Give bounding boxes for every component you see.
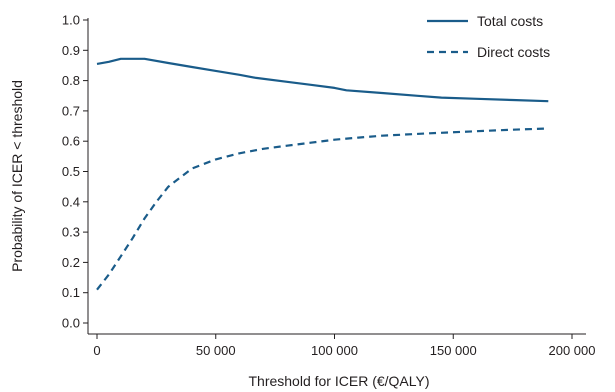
y-tick-label: 0.5 (62, 164, 80, 179)
y-tick-label: 0.9 (62, 43, 80, 58)
y-tick-label: 0.7 (62, 103, 80, 118)
ticks: 0.0 0.1 0.2 0.3 0.4 0.5 0.6 0.7 0.8 0.9 1.0 0 50 000… (62, 13, 596, 359)
x-tick-label: 150 000 (430, 343, 477, 358)
y-tick-label: 0.3 (62, 225, 80, 240)
legend-label-0: Total costs (477, 13, 543, 29)
y-tick-label: 0.6 (62, 134, 80, 149)
y-axis-title: Probability of ICER < threshold (9, 80, 25, 272)
y-tick-label: 1.0 (62, 13, 80, 28)
x-tick-label: 0 (93, 343, 100, 358)
y-tick-label: 0.2 (62, 255, 80, 270)
series-line-1 (96, 127, 549, 291)
legend-label-1: Direct costs (477, 44, 550, 60)
legend: Total costs Direct costs (427, 13, 550, 60)
y-tick-label: 0.0 (62, 316, 80, 331)
x-tick-label: 50 000 (196, 343, 236, 358)
x-tick-label: 200 000 (549, 343, 596, 358)
axes (87, 18, 586, 335)
x-axis-title: Threshold for ICER (€/QALY) (248, 373, 429, 389)
x-tick-label: 100 000 (311, 343, 358, 358)
series-line-0 (96, 57, 549, 103)
y-tick-label: 0.4 (62, 194, 80, 209)
series-layer (96, 57, 549, 291)
y-tick-label: 0.1 (62, 285, 80, 300)
y-tick-label: 0.8 (62, 73, 80, 88)
